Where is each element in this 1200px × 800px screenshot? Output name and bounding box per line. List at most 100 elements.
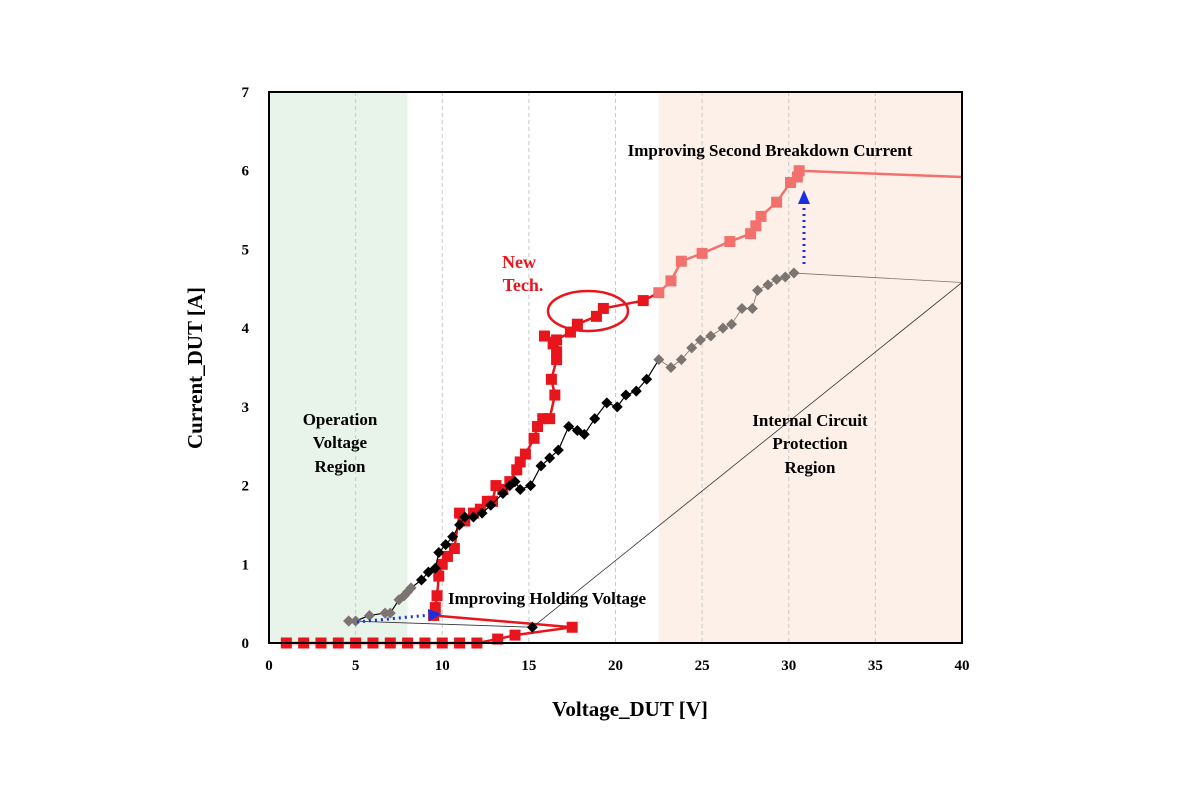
data-point [476,507,488,519]
x-tick-label: 10 [435,658,450,674]
data-point [431,590,443,602]
operation-region-label-line-1: Operation [303,410,378,429]
data-point [350,615,362,627]
data-point [459,511,471,523]
shaded-regions [269,92,962,643]
data-point [665,275,677,287]
data-point [589,413,601,425]
data-point [675,354,687,366]
y-tick-label: 6 [242,164,250,180]
annotation-second-breakdown: Improving Second Breakdown Current [628,141,913,160]
data-point [630,385,642,397]
data-point [717,322,729,334]
data-point [528,432,540,444]
data-point [467,511,479,523]
data-point [405,582,417,594]
data-point [492,633,504,645]
data-point [724,236,736,248]
data-point [545,373,557,385]
x-tick-label: 0 [265,658,273,674]
annotation-holding-voltage: Improving Holding Voltage [448,589,647,608]
operation-region-label-line-2: Voltage [313,433,368,452]
data-point [564,326,576,338]
data-point [535,460,547,472]
data-point [705,330,717,342]
series-1 [343,267,963,633]
data-point [755,210,767,222]
y-tick-label: 1 [242,557,250,573]
x-tick-label: 40 [955,658,970,674]
data-point [551,334,563,346]
data-point [746,302,758,314]
protection-region-label-line-3: Region [785,458,837,477]
protection-region-label-line-2: Protection [772,434,848,453]
data-point [537,413,549,425]
data-point [454,507,466,519]
data-point [750,220,762,232]
data-point [544,413,556,425]
series-segment [433,614,573,629]
data-point [538,330,550,342]
data-point [549,389,561,401]
data-point [415,574,427,586]
protection-region-label-line-1: Internal Circuit [752,411,868,430]
data-point [597,302,609,314]
data-point [675,255,687,267]
data-point [552,444,564,456]
data-point [686,342,698,354]
series-segment [453,512,461,549]
series-segment [799,169,963,179]
data-point [620,389,632,401]
data-point [653,287,665,299]
annotation-new-tech-line-2: Tech. [503,275,544,295]
data-point [454,519,466,531]
x-tick-label: 20 [608,658,623,674]
data-point [779,271,791,283]
y-tick-label: 0 [242,636,250,652]
data-point [665,362,677,373]
data-point [490,480,502,492]
data-point [525,480,537,492]
data-point [532,421,544,433]
data-point [514,484,526,496]
data-point [343,615,355,627]
data-point [485,499,497,511]
data-point [544,452,556,464]
data-point [752,284,764,296]
data-point [384,607,396,619]
data-point [509,629,521,641]
data-point [694,334,706,346]
data-point [566,621,578,633]
annotation-new-tech-line-1: New [502,252,536,272]
series-segment [793,272,963,283]
data-point [440,539,452,551]
data-point [514,456,526,468]
y-tick-label: 3 [242,400,250,416]
x-tick-label: 30 [781,658,796,674]
x-tick-label: 35 [868,658,883,674]
data-point [433,546,445,558]
data-point [611,401,623,413]
data-point [793,165,805,177]
data-point [497,487,509,499]
data-point [551,346,563,358]
ticks: 0 5 10 15 20 25 30 35 40 0 1 2 3 4 5 6 7 [242,85,970,674]
data-point [578,428,590,440]
data-point [429,562,441,574]
data-point [511,464,523,476]
data-point [436,558,448,570]
data-point [519,448,531,460]
data-point [791,171,803,183]
series-segment [514,626,573,637]
data-point [509,476,521,488]
new-tech-highlight-ellipse [546,289,630,333]
data-point [571,318,583,330]
data-point [551,354,563,366]
data-point [653,354,665,366]
data-point [474,503,486,515]
y-tick-label: 7 [242,85,250,101]
data-point [771,273,783,285]
x-tick-label: 15 [521,658,536,674]
data-point [601,397,613,409]
